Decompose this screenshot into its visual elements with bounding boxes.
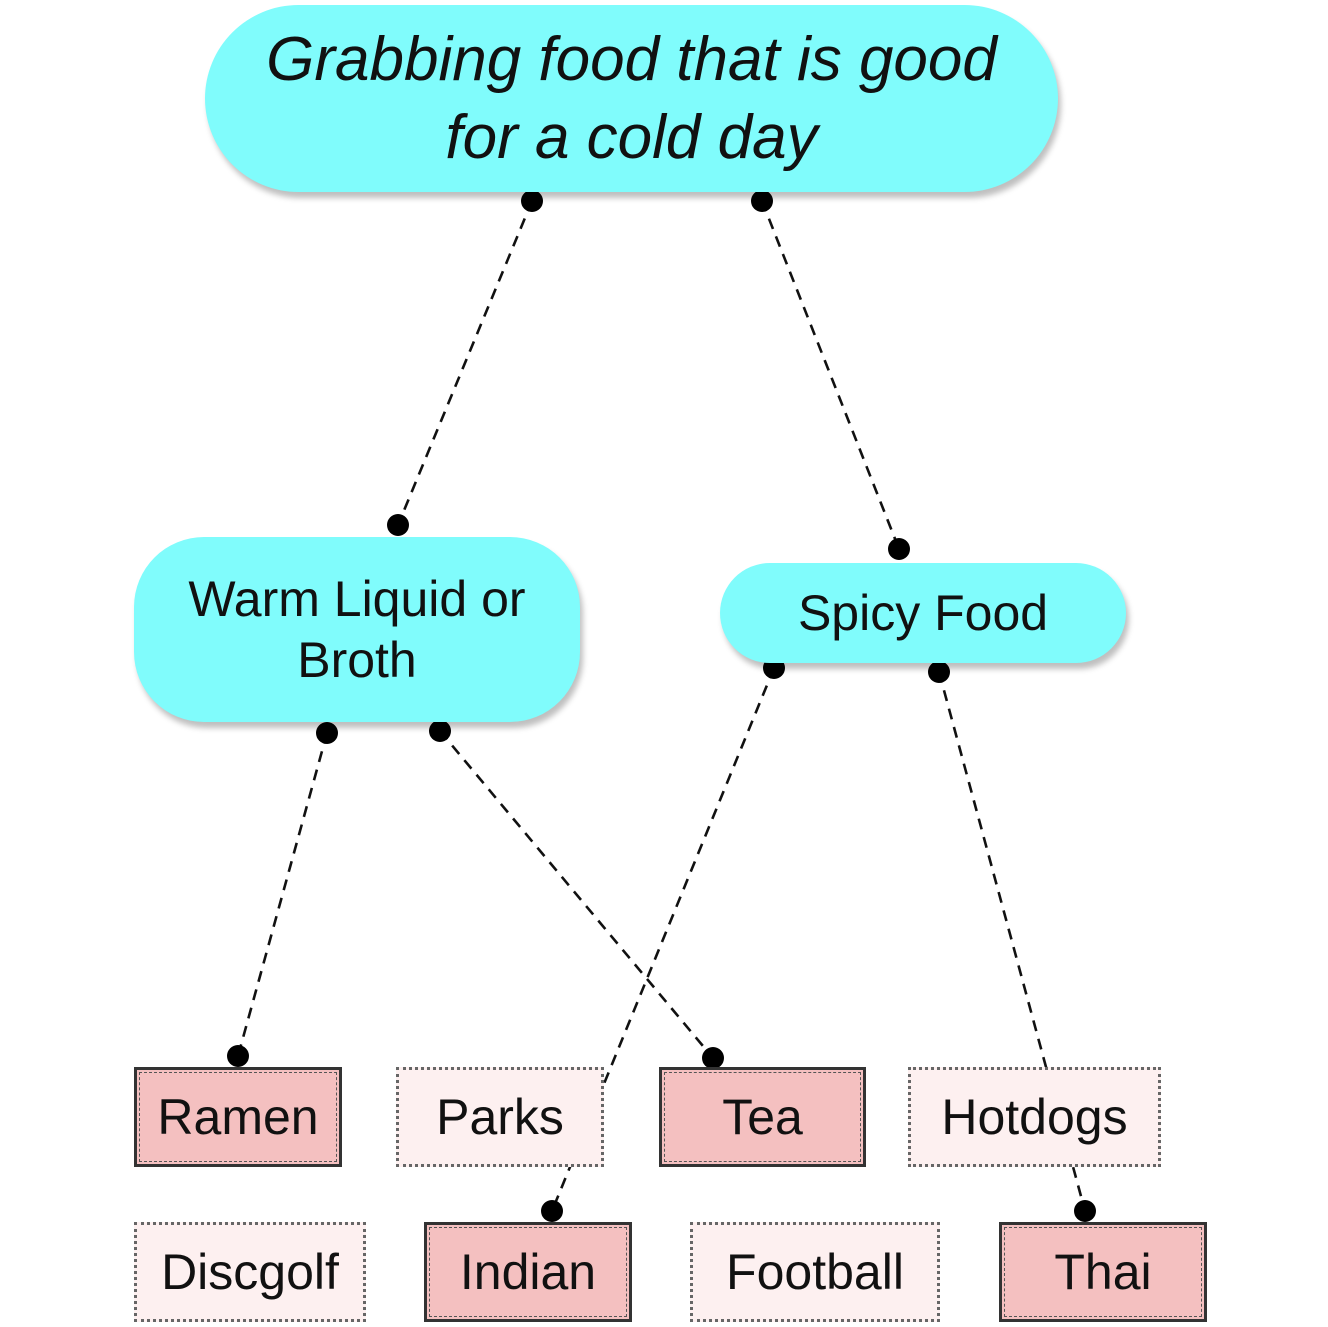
item-box-hotdogs: Hotdogs [908, 1067, 1161, 1167]
item-box-hotdogs-label: Hotdogs [941, 1089, 1128, 1145]
edge-root-spicy [751, 190, 910, 560]
edge-warm-ramen [227, 722, 338, 1067]
root-node: Grabbing food that is good for a cold da… [205, 5, 1058, 192]
item-box-thai-label: Thai [1054, 1244, 1152, 1300]
item-box-indian: Indian [424, 1222, 632, 1322]
item-box-indian-label: Indian [459, 1244, 597, 1300]
item-box-discgolf-label: Discgolf [161, 1244, 339, 1300]
root-node-label: Grabbing food that is good for a cold da… [266, 24, 997, 172]
category-node-spicy-food: Spicy Food [720, 563, 1126, 663]
item-box-tea-label: Tea [722, 1089, 803, 1145]
item-box-ramen: Ramen [134, 1067, 342, 1167]
edge-warm-tea [429, 720, 724, 1069]
item-box-ramen-label: Ramen [157, 1089, 319, 1145]
item-box-discgolf: Discgolf [134, 1222, 366, 1322]
category-node-spicy-food-label: Spicy Food [797, 585, 1049, 641]
item-box-parks-label: Parks [436, 1089, 564, 1145]
category-node-warm-liquid-label: Warm Liquid or Broth [188, 570, 526, 688]
item-box-football-label: Football [726, 1244, 904, 1300]
category-node-warm-liquid: Warm Liquid or Broth [134, 537, 580, 722]
item-box-tea: Tea [659, 1067, 866, 1167]
item-box-thai: Thai [999, 1222, 1207, 1322]
item-box-parks: Parks [396, 1067, 604, 1167]
edge-root-warm [387, 190, 543, 536]
item-box-football: Football [690, 1222, 940, 1322]
